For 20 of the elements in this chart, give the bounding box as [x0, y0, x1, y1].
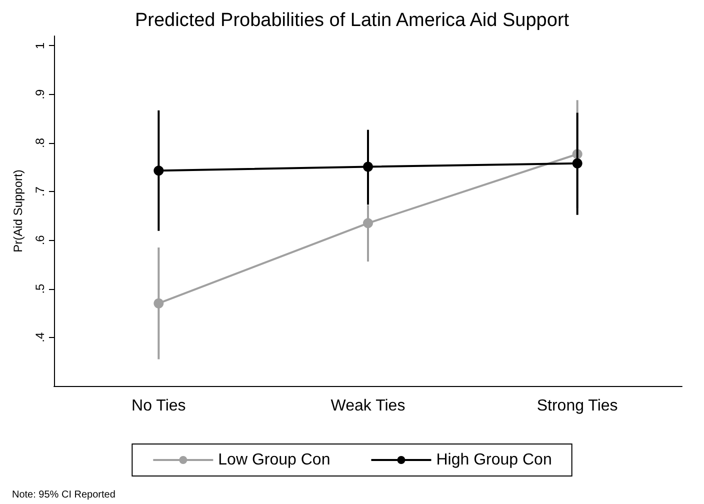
x-tick-label: No Ties [132, 398, 186, 414]
y-tick-label: 1 [33, 42, 47, 50]
chart-title: Predicted Probabilities of Latin America Aid Support [134, 10, 570, 31]
point [154, 166, 164, 176]
y-axis-title: Pr(Aid Support) [11, 170, 25, 252]
point [154, 298, 164, 308]
x-tick-label: Strong Ties [536, 398, 618, 414]
point [363, 162, 373, 172]
y-tick-label: .5 [33, 283, 47, 294]
y-tick-label: .6 [33, 234, 47, 246]
point [363, 218, 373, 228]
legend-label: High Group Con [436, 452, 552, 468]
y-tick-label: .7 [33, 186, 47, 197]
point [572, 158, 582, 168]
x-tick-label: Weak Ties [330, 398, 406, 414]
y-tick-label: .9 [33, 89, 47, 100]
text: Note: 95% CI Reported [12, 490, 116, 500]
legend-label: Low Group Con [218, 452, 330, 468]
y-tick-label: .8 [33, 138, 47, 148]
y-tick-label: .4 [33, 332, 47, 342]
